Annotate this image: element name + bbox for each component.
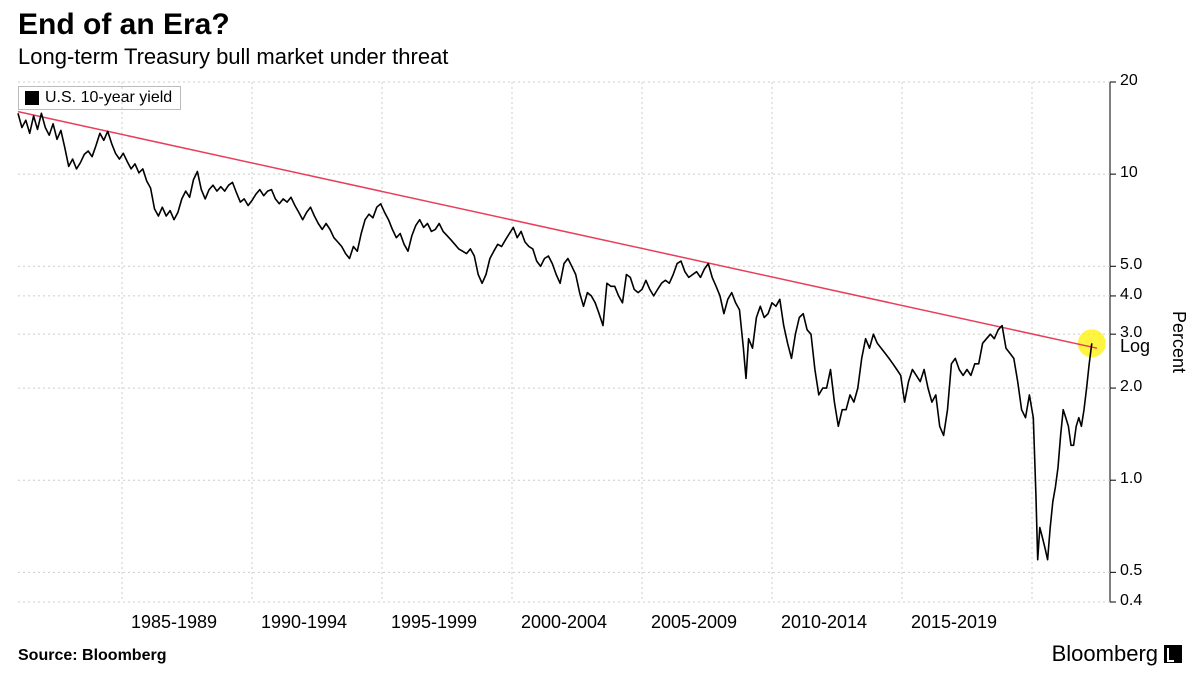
chart-plot — [0, 0, 1200, 675]
y-tick-label: 10 — [1120, 164, 1138, 182]
x-tick-label: 2000-2004 — [521, 612, 607, 633]
x-tick-label: 1990-1994 — [261, 612, 347, 633]
x-tick-label: 2010-2014 — [781, 612, 867, 633]
y-tick-label: 4.0 — [1120, 286, 1142, 304]
brand-icon — [1164, 645, 1182, 663]
y-tick-label: 5.0 — [1120, 256, 1142, 274]
brand-label: Bloomberg — [1052, 641, 1158, 667]
y-axis-title: Percent — [1168, 311, 1189, 373]
x-tick-label: 2015-2019 — [911, 612, 997, 633]
y-tick-label: 1.0 — [1120, 470, 1142, 488]
y-tick-label: 2.0 — [1120, 378, 1142, 396]
y-tick-label: 20 — [1120, 72, 1138, 90]
y-tick-label: 0.4 — [1120, 592, 1142, 610]
brand-footer: Bloomberg — [1052, 641, 1182, 667]
x-tick-label: 1995-1999 — [391, 612, 477, 633]
y-tick-label: 0.5 — [1120, 562, 1142, 580]
source-attribution: Source: Bloomberg — [18, 647, 166, 665]
x-tick-label: 1985-1989 — [131, 612, 217, 633]
log-scale-label: Log — [1120, 336, 1150, 357]
x-tick-label: 2005-2009 — [651, 612, 737, 633]
